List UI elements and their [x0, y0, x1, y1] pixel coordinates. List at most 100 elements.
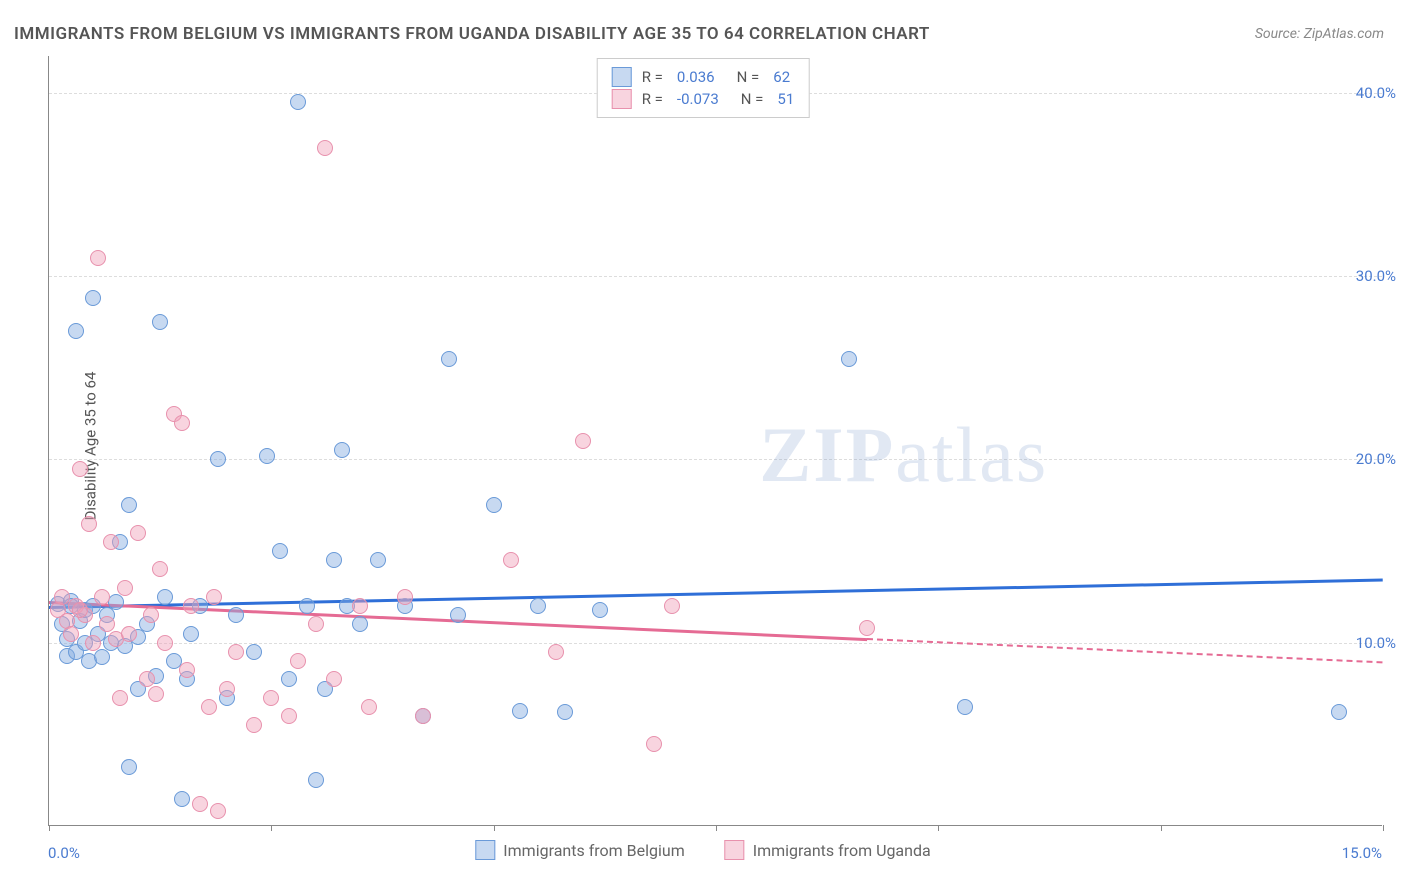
legend-n-value: 62	[773, 68, 790, 86]
data-point	[121, 626, 137, 642]
legend-series-name: Immigrants from Belgium	[503, 841, 684, 860]
data-point	[259, 448, 275, 464]
correlation-legend: R =0.036N =62R =-0.073N =51	[597, 58, 810, 118]
x-tick	[716, 825, 717, 831]
legend-r-prefix: R =	[642, 90, 663, 108]
data-point	[486, 497, 502, 513]
data-point	[90, 250, 106, 266]
data-point	[103, 534, 119, 550]
x-tick	[271, 825, 272, 831]
data-point	[121, 759, 137, 775]
data-point	[503, 552, 519, 568]
legend-r-value: -0.073	[677, 90, 719, 108]
gridline	[49, 459, 1382, 460]
trend-line-extrapolated	[867, 638, 1383, 663]
gridline	[49, 643, 1382, 644]
data-point	[352, 598, 368, 614]
data-point	[957, 699, 973, 715]
legend-n-prefix: N =	[737, 68, 760, 86]
data-point	[94, 589, 110, 605]
data-point	[281, 671, 297, 687]
data-point	[85, 290, 101, 306]
data-point	[183, 598, 199, 614]
data-point	[397, 589, 413, 605]
data-point	[246, 717, 262, 733]
data-point	[183, 626, 199, 642]
data-point	[219, 681, 235, 697]
data-point	[263, 690, 279, 706]
gridline	[49, 276, 1382, 277]
data-point	[1331, 704, 1347, 720]
y-tick-label: 10.0%	[1356, 634, 1396, 652]
data-point	[592, 602, 608, 618]
x-tick	[1161, 825, 1162, 831]
data-point	[281, 708, 297, 724]
data-point	[68, 323, 84, 339]
data-point	[859, 620, 875, 636]
trend-line	[49, 579, 1383, 609]
data-point	[206, 589, 222, 605]
chart-title: IMMIGRANTS FROM BELGIUM VS IMMIGRANTS FR…	[14, 24, 930, 44]
legend-n-prefix: N =	[741, 90, 764, 108]
data-point	[317, 140, 333, 156]
legend-item: Immigrants from Belgium	[475, 840, 684, 860]
data-point	[299, 598, 315, 614]
data-point	[334, 442, 350, 458]
data-point	[94, 649, 110, 665]
data-point	[148, 686, 164, 702]
data-point	[290, 653, 306, 669]
legend-row: R =0.036N =62	[612, 67, 795, 87]
x-tick	[49, 825, 50, 831]
data-point	[326, 671, 342, 687]
x-tick	[938, 825, 939, 831]
data-point	[530, 598, 546, 614]
legend-row: R =-0.073N =51	[612, 89, 795, 109]
legend-series-name: Immigrants from Uganda	[753, 841, 931, 860]
legend-swatch	[612, 89, 632, 109]
data-point	[450, 607, 466, 623]
data-point	[646, 736, 662, 752]
legend-swatch	[612, 67, 632, 87]
data-point	[174, 791, 190, 807]
data-point	[326, 552, 342, 568]
data-point	[441, 351, 457, 367]
data-point	[664, 598, 680, 614]
data-point	[174, 415, 190, 431]
data-point	[210, 451, 226, 467]
data-point	[99, 616, 115, 632]
x-tick-max: 15.0%	[1342, 844, 1382, 862]
data-point	[63, 626, 79, 642]
data-point	[308, 772, 324, 788]
data-point	[81, 516, 97, 532]
data-point	[85, 635, 101, 651]
data-point	[557, 704, 573, 720]
legend-r-prefix: R =	[642, 68, 663, 86]
x-tick-min: 0.0%	[48, 844, 80, 862]
data-point	[130, 525, 146, 541]
legend-item: Immigrants from Uganda	[725, 840, 931, 860]
legend-swatch	[725, 840, 745, 860]
data-point	[139, 671, 155, 687]
plot-area	[48, 56, 1382, 826]
data-point	[575, 433, 591, 449]
data-point	[512, 703, 528, 719]
data-point	[192, 796, 208, 812]
data-point	[228, 607, 244, 623]
data-point	[152, 561, 168, 577]
data-point	[415, 708, 431, 724]
data-point	[72, 602, 88, 618]
data-point	[308, 616, 324, 632]
data-point	[246, 644, 262, 660]
source-label: Source: ZipAtlas.com	[1255, 26, 1384, 42]
data-point	[152, 314, 168, 330]
data-point	[272, 543, 288, 559]
data-point	[548, 644, 564, 660]
data-point	[201, 699, 217, 715]
y-tick-label: 40.0%	[1356, 84, 1396, 102]
data-point	[228, 644, 244, 660]
data-point	[841, 351, 857, 367]
data-point	[179, 662, 195, 678]
x-tick	[1383, 825, 1384, 831]
data-point	[121, 497, 137, 513]
data-point	[143, 607, 159, 623]
